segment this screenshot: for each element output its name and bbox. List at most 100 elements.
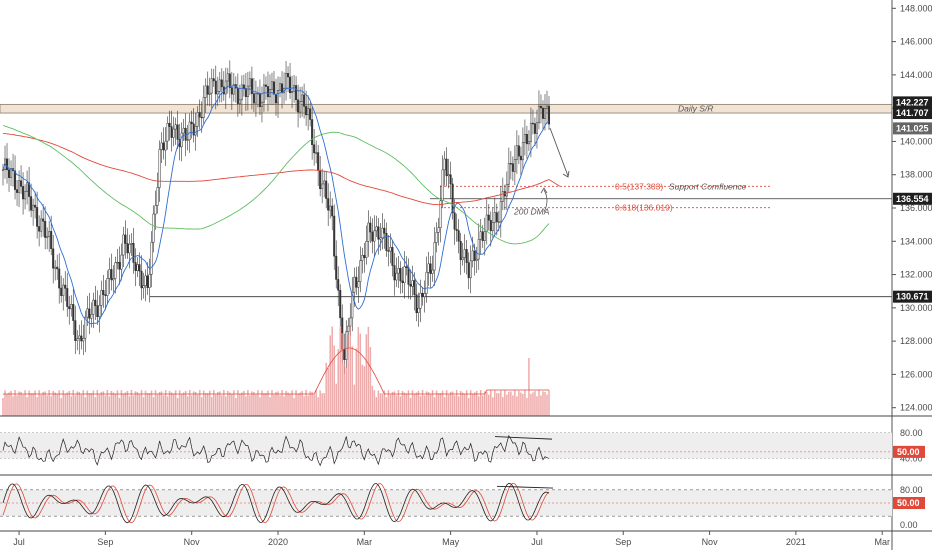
- volume-bar: [56, 393, 58, 416]
- candle-body: [272, 81, 276, 95]
- candle: [411, 265, 414, 296]
- volume-bar: [401, 390, 404, 416]
- candle: [46, 227, 49, 250]
- volume-bar: [500, 390, 502, 416]
- volume-bar: [522, 393, 524, 416]
- time-tick-label: Jul: [13, 537, 25, 547]
- candle-body: [461, 257, 464, 261]
- volume-bar: [415, 392, 418, 416]
- candle-body: [188, 121, 191, 141]
- candle-body: [104, 294, 107, 296]
- candle: [339, 284, 342, 327]
- candle-body: [202, 97, 205, 119]
- candle: [409, 269, 412, 300]
- candle: [515, 130, 518, 174]
- volume-bar: [231, 393, 233, 416]
- volume-bar: [208, 390, 211, 416]
- candle-body: [387, 250, 390, 252]
- candle-body: [180, 132, 183, 148]
- price-badge-label: 130.671: [896, 292, 929, 302]
- volume-bar: [108, 396, 111, 416]
- candle: [297, 84, 300, 128]
- candle-body: [475, 258, 478, 261]
- volume-bar: [4, 390, 6, 416]
- candle-body: [40, 218, 43, 232]
- volume-bar: [126, 390, 129, 416]
- candle-body: [311, 119, 314, 146]
- candle-body: [319, 170, 322, 189]
- candle: [126, 228, 129, 259]
- candle: [172, 116, 175, 147]
- candle: [182, 118, 185, 142]
- candle: [489, 211, 492, 247]
- candle-body: [447, 174, 450, 177]
- candle: [545, 90, 549, 124]
- candle: [357, 266, 360, 304]
- candle: [415, 283, 418, 322]
- candle: [114, 256, 117, 294]
- stoch-tick-label: 0.00: [900, 520, 918, 530]
- candle: [136, 257, 139, 278]
- volume-bar: [437, 393, 440, 416]
- candle: [76, 330, 79, 351]
- volume-bar: [429, 394, 432, 416]
- candle-body: [405, 266, 408, 268]
- candle-body: [321, 183, 324, 189]
- candle: [272, 70, 276, 105]
- candle: [327, 183, 330, 226]
- price-badge: [893, 107, 932, 120]
- candle-body: [242, 84, 245, 89]
- volume-bar: [526, 397, 528, 416]
- candle: [449, 161, 452, 199]
- candle: [180, 122, 183, 162]
- candle: [68, 295, 71, 325]
- volume-bar: [128, 396, 131, 416]
- volume-bar: [359, 333, 362, 416]
- volume-bars: [2, 326, 550, 416]
- candle-body: [236, 87, 239, 104]
- volume-bar: [273, 394, 275, 416]
- candle-body: [329, 205, 332, 211]
- volume-bar: [148, 393, 151, 416]
- candle: [26, 170, 29, 205]
- volume-bar: [42, 391, 44, 416]
- volume-bar: [140, 390, 143, 416]
- volume-bar: [62, 390, 64, 416]
- volume-bar: [447, 394, 450, 416]
- candle-body: [333, 215, 336, 257]
- candle-body: [174, 124, 177, 130]
- candle: [491, 207, 494, 239]
- volume-bar: [417, 390, 420, 416]
- volume-bar: [305, 390, 307, 416]
- candle: [112, 265, 115, 293]
- candle: [303, 83, 306, 119]
- candle-body: [120, 254, 123, 270]
- volume-bar: [307, 395, 309, 416]
- candle-body: [397, 268, 400, 274]
- candle: [120, 243, 123, 281]
- candle-body: [507, 163, 510, 185]
- volume-bar: [496, 393, 498, 416]
- candle: [270, 72, 273, 106]
- volume-bar: [225, 396, 227, 416]
- volume-bar: [162, 395, 165, 416]
- candle-body: [399, 268, 402, 282]
- candle-body: [260, 101, 263, 107]
- candle-body: [48, 231, 51, 237]
- daily-sr-zone: [0, 103, 893, 114]
- candle-body: [433, 242, 436, 271]
- volume-bar: [6, 393, 8, 416]
- volume-bar: [323, 393, 325, 416]
- volume-bar: [311, 391, 313, 416]
- candle-body: [369, 222, 372, 233]
- volume-bar: [387, 390, 390, 416]
- candle-body: [511, 163, 514, 172]
- candle-body: [62, 284, 65, 296]
- volume-bar: [223, 390, 225, 416]
- volume-bar: [186, 396, 189, 416]
- volume-bar: [504, 390, 506, 416]
- candle-body: [230, 87, 233, 95]
- volume-bar: [58, 390, 60, 416]
- candle-body: [134, 262, 137, 271]
